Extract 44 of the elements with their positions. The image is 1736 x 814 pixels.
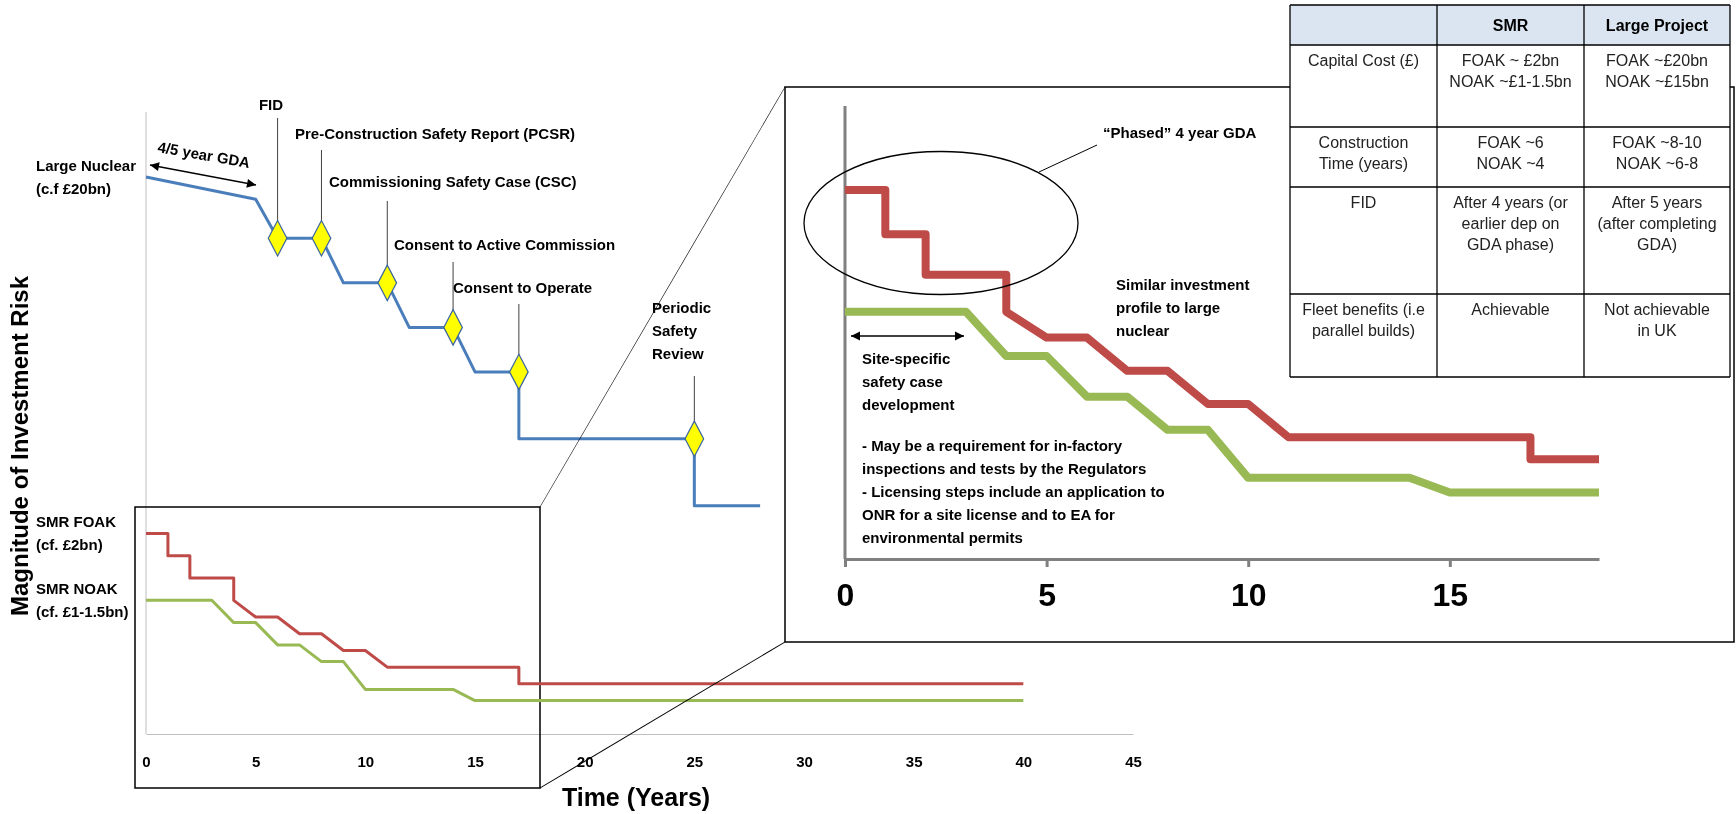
text: After 4 years (or earlier dep on GDA phase) bbox=[1453, 194, 1568, 253]
annotation: Commissioning Safety Case (CSC) bbox=[329, 173, 577, 190]
text: 4/5 year GDA bbox=[156, 138, 252, 172]
x-tick-label: 0 bbox=[142, 752, 151, 770]
annotation: Consent to Operate bbox=[453, 279, 593, 296]
x-tick-label: 5 bbox=[1038, 576, 1056, 613]
annotation: Similar investment profile to large nuclear bbox=[1116, 276, 1250, 339]
category-label: Construction Time (years) bbox=[1318, 134, 1409, 172]
text: FOAK ~6 NOAK ~4 bbox=[1476, 134, 1545, 172]
annotation: Site-specific safety case development bbox=[862, 350, 955, 413]
x-tick-label: 35 bbox=[905, 752, 923, 770]
x-tick-label: 10 bbox=[357, 752, 375, 770]
x-tick-label: 15 bbox=[1432, 576, 1469, 613]
text: “Phased” 4 year GDA bbox=[1103, 124, 1257, 141]
y-axis-title: Magnitude of Investment Risk bbox=[6, 275, 33, 617]
text: FOAK ~8-10 NOAK ~6-8 bbox=[1612, 134, 1702, 172]
category-label: Capital Cost (£) bbox=[1307, 52, 1420, 69]
annotation: Consent to Active Commission bbox=[394, 236, 616, 253]
x-tick-label: 0 bbox=[836, 576, 855, 613]
category-label: SMR bbox=[1492, 17, 1529, 34]
x-tick-label: 5 bbox=[251, 752, 261, 770]
annotation: Periodic Safety Review bbox=[652, 299, 712, 362]
text: Pre-Construction Safety Report (PCSR) bbox=[295, 125, 576, 142]
text: Not achievable in UK bbox=[1604, 301, 1710, 339]
text: Achievable bbox=[1471, 301, 1550, 318]
text: FID bbox=[258, 96, 284, 113]
text: SMR FOAK (cf. £2bn) bbox=[36, 512, 117, 553]
x-tick-label: 45 bbox=[1125, 752, 1142, 770]
x-tick-label: 40 bbox=[1015, 752, 1033, 770]
series-label: Large Nuclear (c.f £20bn) bbox=[36, 156, 137, 197]
text: FOAK ~£20bn NOAK ~£15bn bbox=[1605, 52, 1709, 90]
x-tick-label: 25 bbox=[686, 752, 704, 770]
series-label: SMR NOAK (cf. £1-1.5bn) bbox=[36, 579, 129, 620]
category-label: Fleet benefits (i.e parallel builds) bbox=[1302, 301, 1425, 339]
category-label: Large Project bbox=[1605, 17, 1709, 34]
x-tick-label: 15 bbox=[467, 752, 484, 770]
x-tick-label: 30 bbox=[796, 752, 813, 770]
x-axis-title: Time (Years) bbox=[561, 783, 711, 811]
text: FOAK ~ £2bn NOAK ~£1-1.5bn bbox=[1449, 52, 1572, 90]
text: After 5 years (after completing GDA) bbox=[1597, 194, 1717, 253]
x-tick-label: 10 bbox=[1230, 576, 1267, 613]
annotation: - Licensing steps include an application to ONR for a site license and to EA for environmental permits bbox=[862, 483, 1165, 546]
annotation: - May be a requirement for in-factory inspections and tests by the Regulators bbox=[862, 437, 1147, 477]
category-label: FID bbox=[1350, 194, 1377, 211]
